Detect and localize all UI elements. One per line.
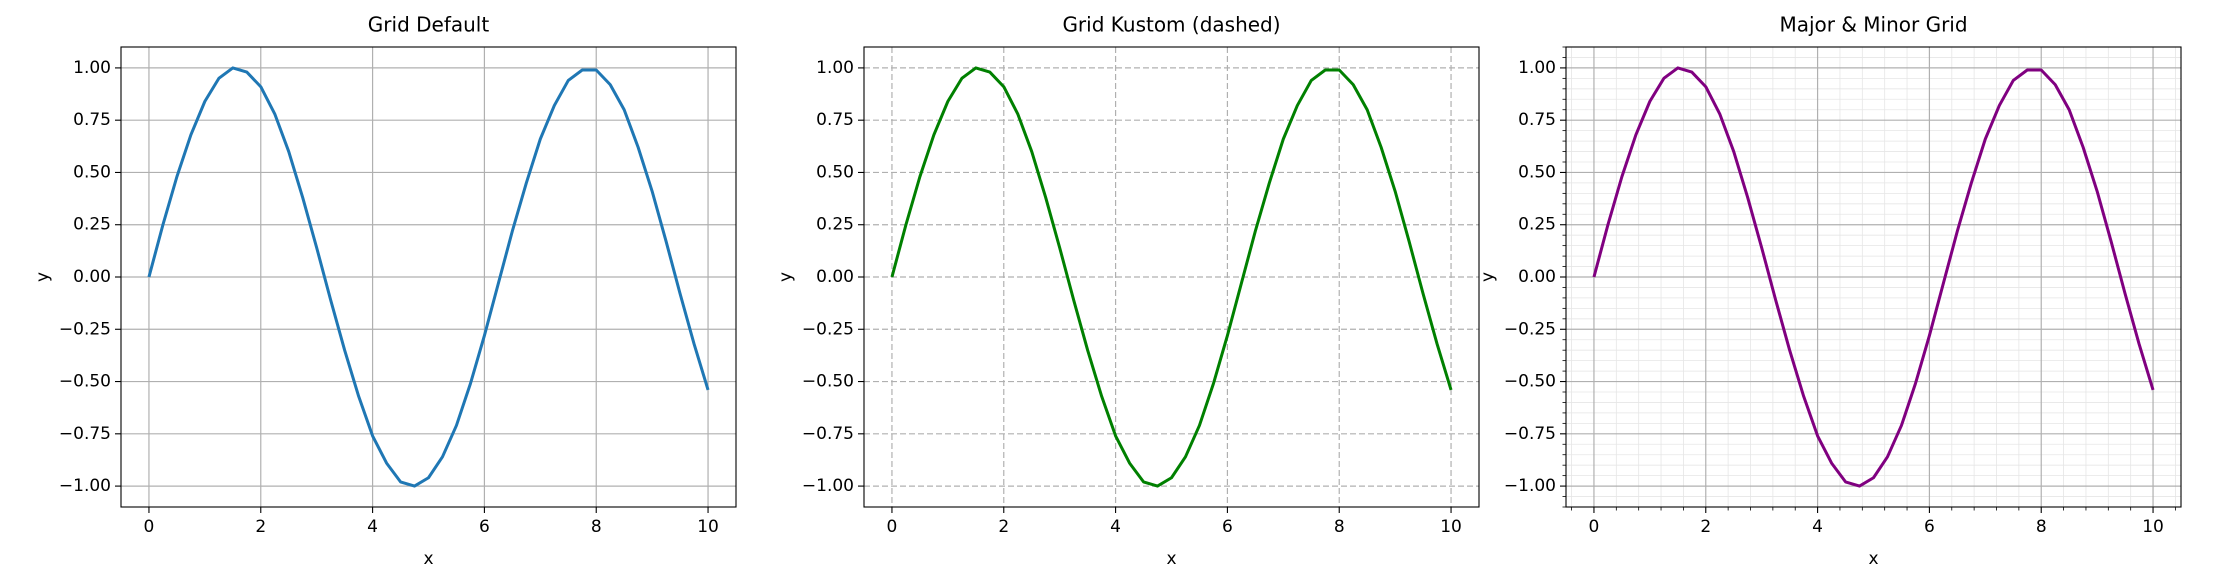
y-axis-label: y	[33, 272, 53, 282]
axes-frame	[120, 46, 737, 508]
y-tick-label: −0.25	[1504, 319, 1556, 339]
x-tick-label: 4	[1812, 517, 1823, 537]
y-tick-label: 0.75	[816, 110, 854, 130]
y-tick-label: −0.75	[59, 424, 111, 444]
y-tick-label: −1.00	[1504, 476, 1556, 496]
y-tick-label: −0.50	[59, 372, 111, 392]
chart-title: Grid Default	[368, 13, 490, 37]
x-tick-label: 0	[1589, 517, 1600, 537]
x-tick-label: 2	[255, 517, 266, 537]
x-tick-label: 6	[479, 517, 490, 537]
y-tick-label: 0.25	[73, 215, 111, 235]
y-tick-label: 0.75	[73, 110, 111, 130]
x-tick-label: 4	[1110, 517, 1121, 537]
y-tick-label: 0.50	[1518, 162, 1556, 182]
y-tick-label: 0.00	[1518, 267, 1556, 287]
x-tick-label: 2	[998, 517, 1009, 537]
y-tick-label: −0.25	[59, 319, 111, 339]
x-tick-label: 4	[367, 517, 378, 537]
y-tick-label: 1.00	[1518, 58, 1556, 78]
x-tick-label: 10	[1440, 517, 1462, 537]
y-tick-label: 0.00	[73, 267, 111, 287]
x-axis-label: x	[423, 549, 433, 569]
x-tick-label: 0	[144, 517, 155, 537]
y-tick-label: 0.25	[1518, 215, 1556, 235]
x-tick-label: 8	[2036, 517, 2047, 537]
axes-frame	[863, 46, 1480, 508]
axes-frame	[1565, 46, 2182, 508]
y-axis-label: y	[1478, 272, 1498, 282]
x-axis-label: x	[1868, 549, 1878, 569]
x-tick-label: 8	[1334, 517, 1345, 537]
chart-title: Major & Minor Grid	[1779, 13, 1967, 37]
y-tick-label: 0.50	[73, 162, 111, 182]
y-tick-label: 1.00	[73, 58, 111, 78]
x-tick-label: 8	[591, 517, 602, 537]
y-tick-label: −1.00	[59, 476, 111, 496]
x-tick-label: 2	[1700, 517, 1711, 537]
y-tick-label: 1.00	[816, 58, 854, 78]
y-tick-label: −1.00	[802, 476, 854, 496]
y-tick-label: 0.25	[816, 215, 854, 235]
line-series	[147, 66, 710, 488]
x-axis-label: x	[1166, 549, 1176, 569]
y-tick-label: 0.50	[816, 162, 854, 182]
x-tick-label: 10	[697, 517, 719, 537]
y-tick-label: −0.25	[802, 319, 854, 339]
y-tick-label: −0.50	[1504, 372, 1556, 392]
line-series	[890, 66, 1453, 488]
x-tick-label: 6	[1924, 517, 1935, 537]
chart-title: Grid Kustom (dashed)	[1062, 13, 1280, 37]
y-tick-label: −0.75	[1504, 424, 1556, 444]
x-tick-label: 0	[887, 517, 898, 537]
y-tick-label: 0.75	[1518, 110, 1556, 130]
y-axis-label: y	[776, 272, 796, 282]
x-tick-label: 6	[1222, 517, 1233, 537]
y-tick-label: 0.00	[816, 267, 854, 287]
line-series	[1592, 66, 2155, 488]
y-tick-label: −0.75	[802, 424, 854, 444]
x-tick-label: 10	[2142, 517, 2164, 537]
y-tick-label: −0.50	[802, 372, 854, 392]
